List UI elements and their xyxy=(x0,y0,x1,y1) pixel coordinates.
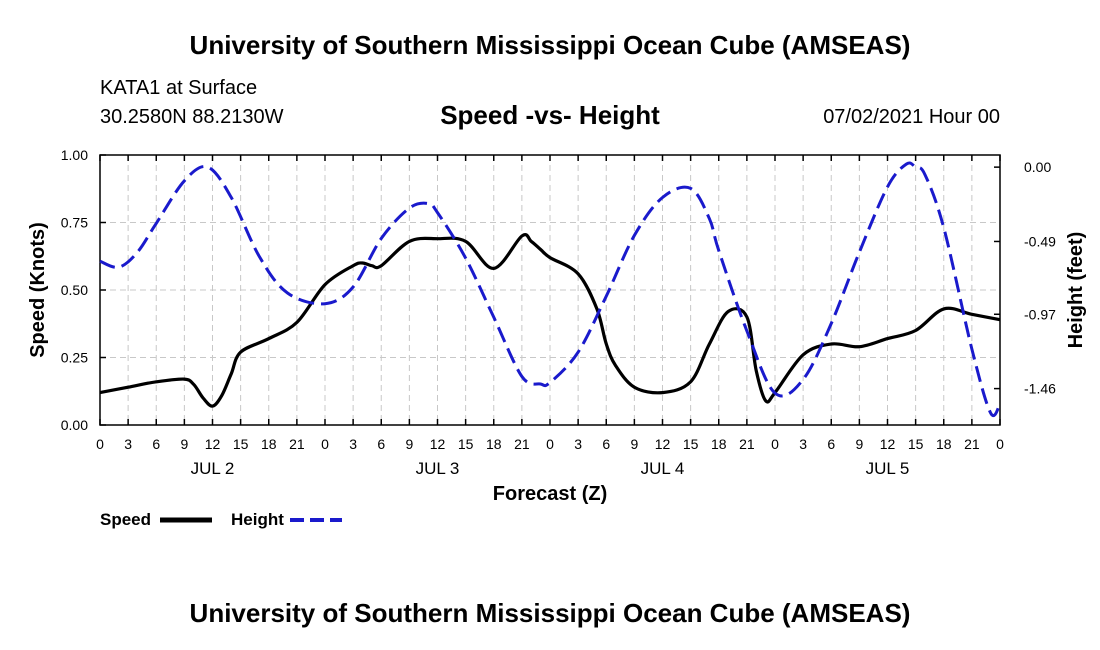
y-tick-label-left: 0.50 xyxy=(61,282,88,298)
x-day-label: JUL 4 xyxy=(641,459,685,478)
y-tick-label-right: -1.46 xyxy=(1024,381,1056,397)
x-axis-label: Forecast (Z) xyxy=(493,483,607,505)
x-tick-label: 21 xyxy=(514,436,530,452)
x-tick-label: 0 xyxy=(96,436,104,452)
grid-layer xyxy=(100,155,1000,425)
x-tick-label: 18 xyxy=(486,436,502,452)
x-day-label: JUL 5 xyxy=(866,459,910,478)
x-tick-label: 6 xyxy=(602,436,610,452)
legend-label-speed: Speed xyxy=(100,510,151,529)
x-tick-label: 12 xyxy=(880,436,896,452)
x-tick-label: 15 xyxy=(458,436,474,452)
x-tick-label: 9 xyxy=(630,436,638,452)
x-tick-label: 3 xyxy=(799,436,807,452)
y-tick-label-left: 0.00 xyxy=(61,417,88,433)
x-tick-label: 0 xyxy=(546,436,554,452)
x-tick-label: 18 xyxy=(711,436,727,452)
x-tick-label: 18 xyxy=(261,436,277,452)
x-tick-label: 9 xyxy=(405,436,413,452)
series-line-speed xyxy=(99,233,1001,408)
x-tick-label: 21 xyxy=(739,436,755,452)
y-tick-label-left: 0.25 xyxy=(61,350,88,366)
x-tick-label: 3 xyxy=(124,436,132,452)
x-tick-label: 6 xyxy=(377,436,385,452)
legend-label-height: Height xyxy=(231,510,284,529)
station-coordinates: 30.2580N 88.2130W xyxy=(100,106,284,128)
x-day-label: JUL 3 xyxy=(416,459,460,478)
chart-title: Speed -vs- Height xyxy=(440,100,660,130)
footer-title: University of Southern Mississippi Ocean… xyxy=(189,598,911,628)
y-tick-label-right: 0.00 xyxy=(1024,159,1051,175)
y-tick-label-right: -0.97 xyxy=(1024,306,1056,322)
x-tick-label: 12 xyxy=(205,436,221,452)
y-axis-label-right: Height (feet) xyxy=(1065,232,1087,349)
series-layer xyxy=(99,161,1002,418)
x-tick-label: 12 xyxy=(430,436,446,452)
x-tick-label: 9 xyxy=(180,436,188,452)
x-tick-label: 15 xyxy=(233,436,249,452)
page-title: University of Southern Mississippi Ocean… xyxy=(189,30,911,60)
x-tick-label: 6 xyxy=(827,436,835,452)
forecast-datestamp: 07/02/2021 Hour 00 xyxy=(823,106,1000,128)
x-tick-label: 21 xyxy=(964,436,980,452)
x-tick-label: 18 xyxy=(936,436,952,452)
x-tick-label: 0 xyxy=(771,436,779,452)
x-tick-label: 6 xyxy=(152,436,160,452)
x-tick-label: 0 xyxy=(321,436,329,452)
series-line-height xyxy=(99,161,1002,418)
x-tick-label: 15 xyxy=(908,436,924,452)
y-tick-label-left: 1.00 xyxy=(61,147,88,163)
x-tick-label: 0 xyxy=(996,436,1004,452)
x-tick-label: 3 xyxy=(349,436,357,452)
y-tick-label-left: 0.75 xyxy=(61,215,88,231)
axes-layer: 0 3 6 9 12 15 18 21 0 3 6 9 12 15 18 21 0 3 6 9 12 15 18 21 0 3 6 9… xyxy=(61,147,1056,478)
x-tick-label: 15 xyxy=(683,436,699,452)
station-label: KATA1 at Surface xyxy=(100,77,258,99)
x-tick-label: 12 xyxy=(655,436,671,452)
x-tick-label: 21 xyxy=(289,436,305,452)
x-tick-label: 9 xyxy=(855,436,863,452)
legend: Speed Height xyxy=(100,510,342,529)
y-axis-label-left: Speed (Knots) xyxy=(27,222,49,358)
x-tick-label: 3 xyxy=(574,436,582,452)
y-tick-label-right: -0.49 xyxy=(1024,233,1056,249)
x-day-label: JUL 2 xyxy=(191,459,235,478)
